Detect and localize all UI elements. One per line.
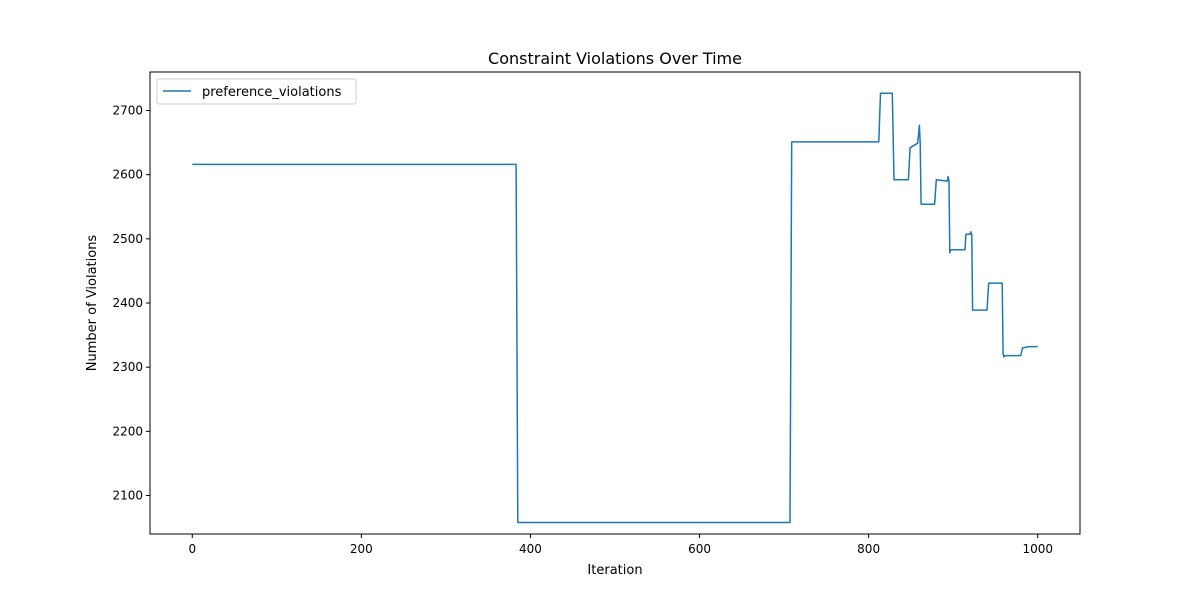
x-tick-label: 0: [188, 542, 196, 556]
y-tick-label: 2500: [112, 232, 143, 246]
series-line-preference_violations: [192, 92, 1038, 524]
x-tick-label: 400: [519, 542, 542, 556]
plot-area: [192, 92, 1038, 524]
chart-title: Constraint Violations Over Time: [488, 49, 742, 68]
y-tick-label: 2200: [112, 424, 143, 438]
x-tick-label: 600: [688, 542, 711, 556]
x-tick-label: 800: [857, 542, 880, 556]
y-axis-label: Number of Violations: [85, 235, 100, 372]
y-tick-label: 2300: [112, 360, 143, 374]
legend: preference_violations: [156, 78, 357, 105]
y-tick-label: 2400: [112, 296, 143, 310]
legend-box: [156, 78, 357, 105]
axis-ticks: 0 200 400 600 800 1000 2100 2200 2300 2400 2500 260…: [112, 104, 1053, 557]
x-tick-label: 1000: [1022, 542, 1053, 556]
legend-label: preference_violations: [202, 85, 342, 100]
x-axis-label: Iteration: [587, 563, 642, 578]
plot-frame: [149, 71, 1081, 535]
y-tick-label: 2600: [112, 168, 143, 182]
y-tick-label: 2100: [112, 489, 143, 503]
y-tick-label: 2700: [112, 104, 143, 118]
x-tick-label: 200: [350, 542, 373, 556]
